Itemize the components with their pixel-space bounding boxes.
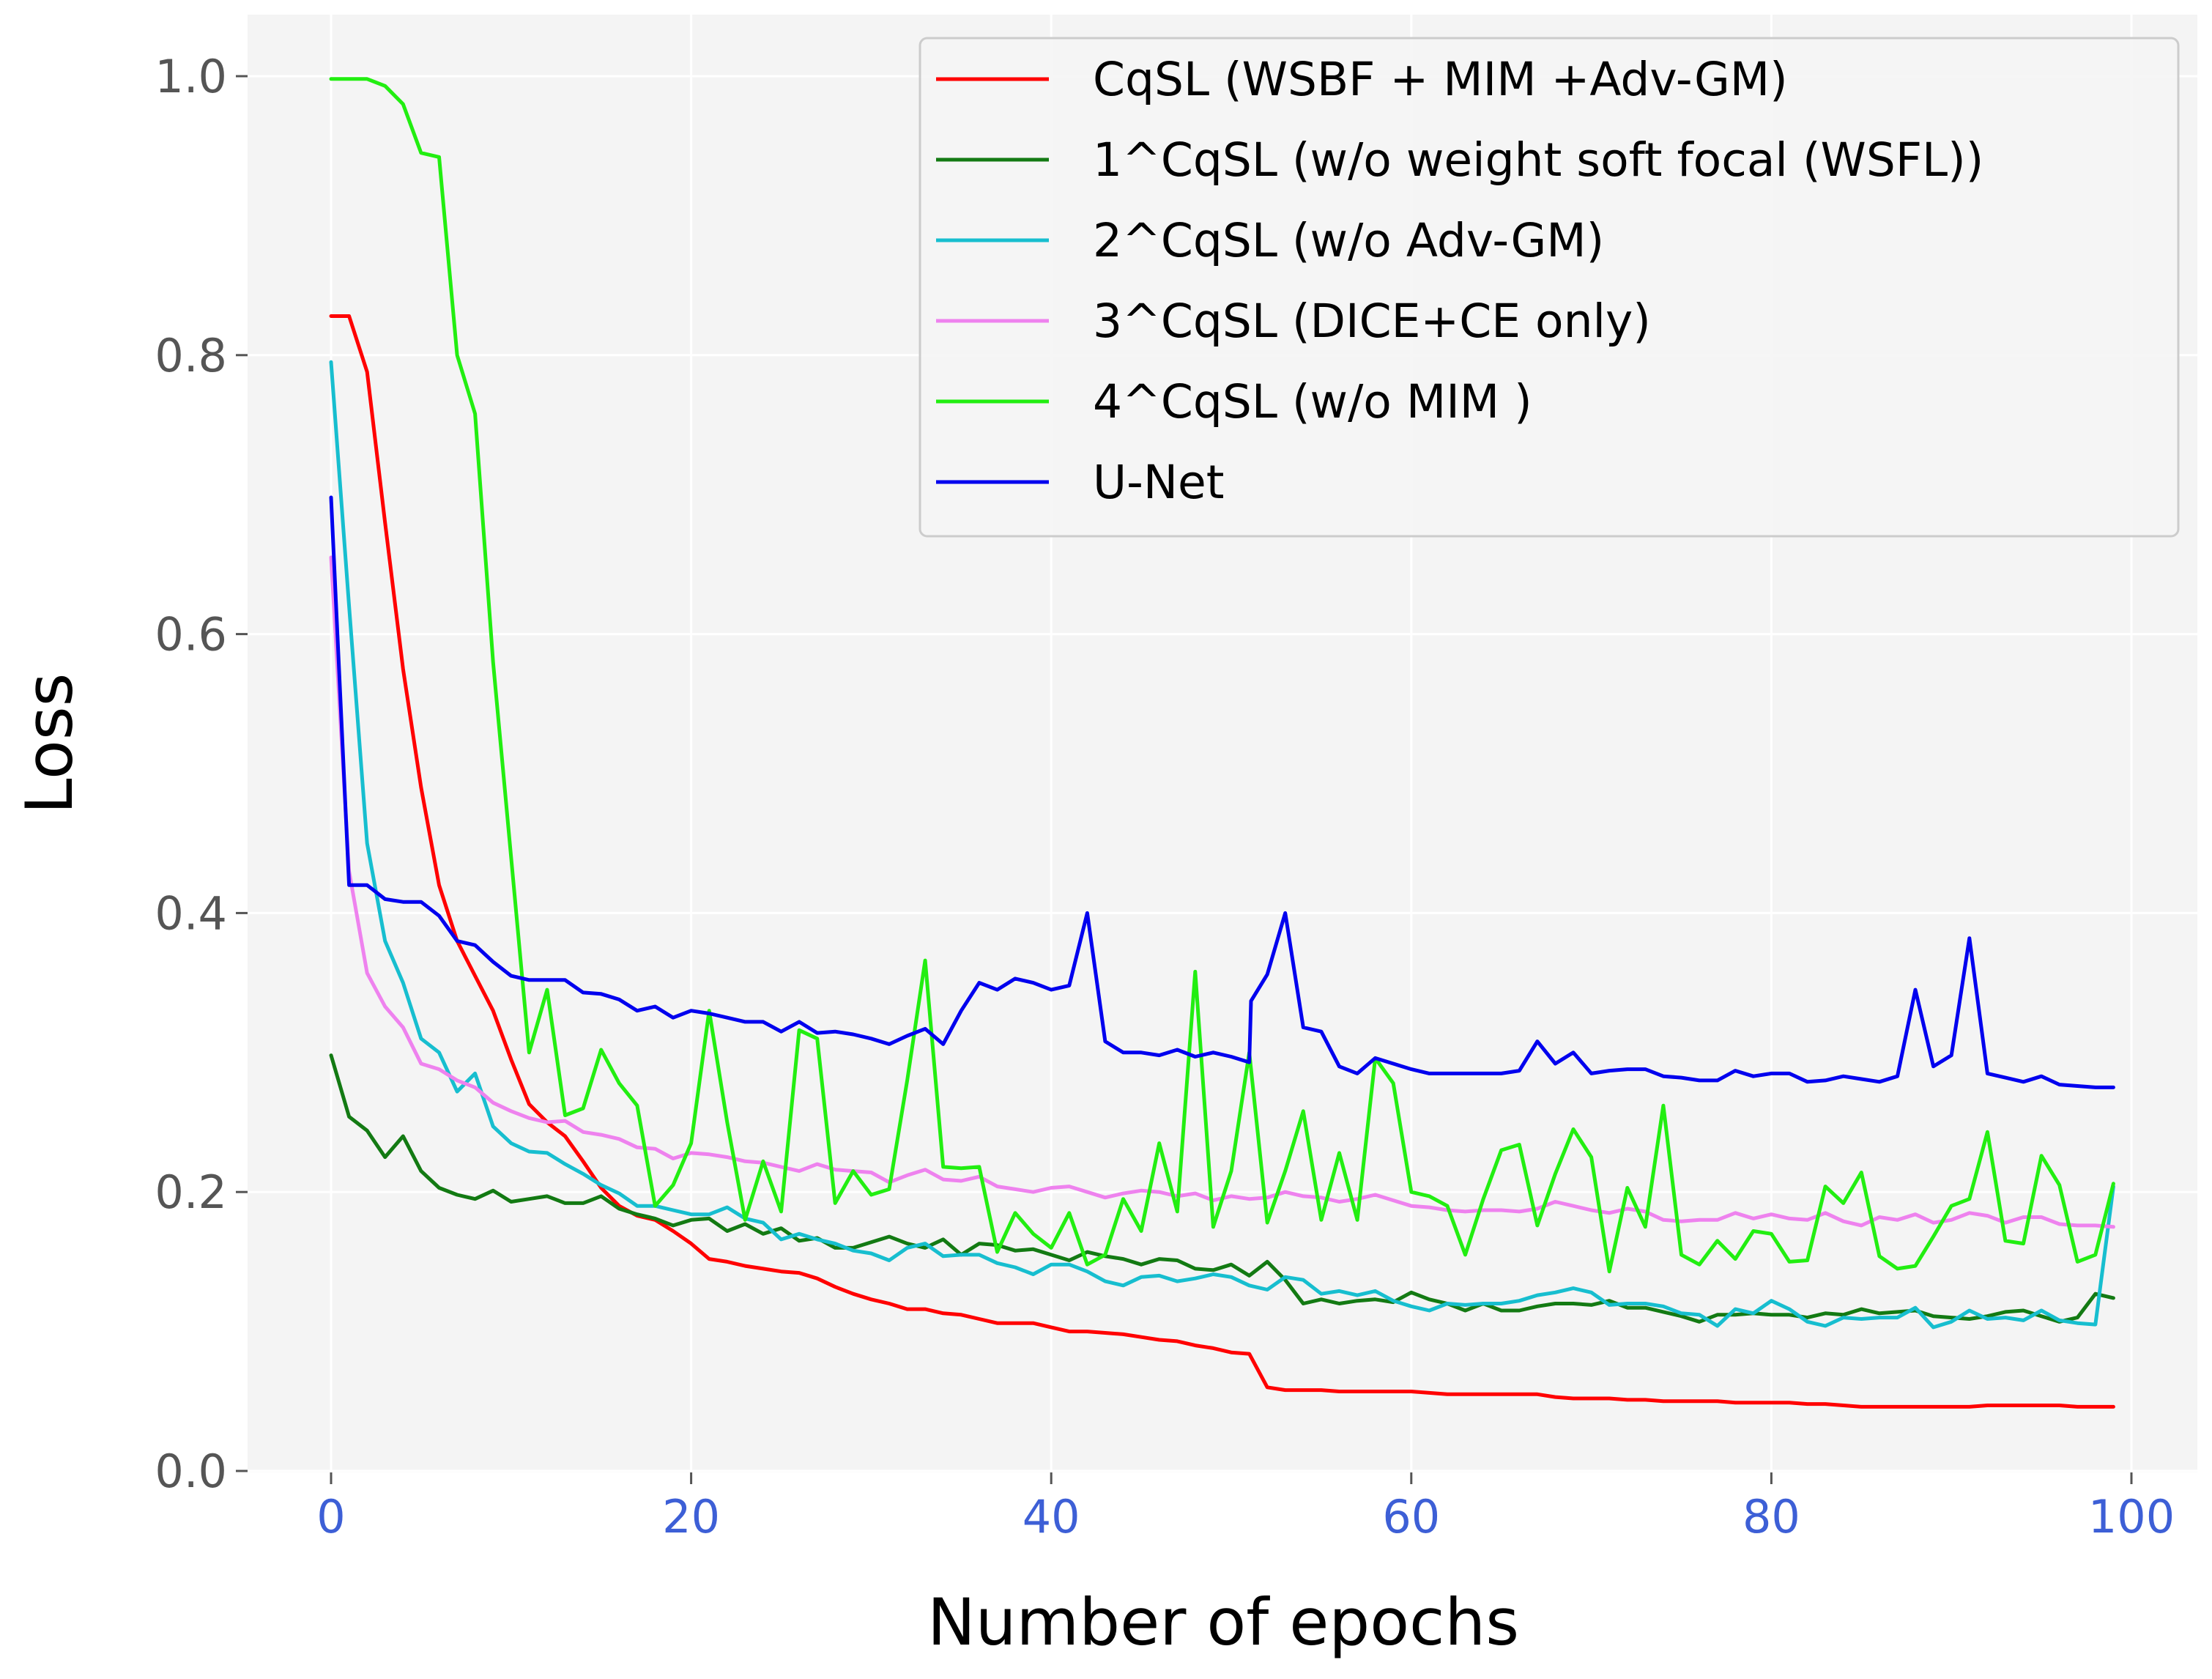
series-line-2 (329, 1053, 2115, 1324)
legend-box (918, 37, 2180, 538)
legend-label: U-Net (1093, 456, 1224, 509)
x-tick-label: 0 (316, 1490, 345, 1543)
legend-label: 3^CqSL (DICE+CE only) (1093, 294, 1651, 348)
y-axis-label: Loss (12, 672, 87, 814)
legend-items: CqSL (WSBF + MIM +Adv-GM) 1^CqSL (w/o wei… (936, 53, 1983, 509)
x-axis-label: Number of epochs (927, 1585, 1519, 1660)
y-tick-label: 0.6 (155, 608, 227, 661)
legend-label: CqSL (WSBF + MIM +Adv-GM) (1093, 53, 1788, 106)
series-line-3 (329, 360, 2115, 1330)
x-tick-label: 60 (1382, 1490, 1440, 1543)
x-axis-ticks: 0 20 40 60 80 100 (316, 1472, 2175, 1543)
x-tick-label: 20 (662, 1490, 720, 1543)
series-line-5 (329, 77, 2115, 1274)
y-tick-label: 0.0 (155, 1445, 227, 1498)
x-tick-label: 80 (1742, 1490, 1800, 1543)
legend-label: 1^CqSL (w/o weight soft focal (WSFL)) (1093, 133, 1983, 187)
series-line-6 (329, 495, 2115, 1089)
legend-label: 4^CqSL (w/o MIM ) (1093, 375, 1532, 429)
y-tick-label: 1.0 (155, 50, 227, 103)
legend-label: 2^CqSL (w/o Adv-GM) (1093, 214, 1604, 267)
y-tick-label: 0.2 (155, 1165, 227, 1219)
legend: CqSL (WSBF + MIM +Adv-GM) 1^CqSL (w/o wei… (918, 37, 2180, 538)
series-lines (329, 77, 2115, 1409)
x-tick-label: 100 (2088, 1490, 2175, 1543)
y-tick-label: 0.4 (155, 886, 227, 940)
y-tick-label: 0.8 (155, 329, 227, 382)
x-tick-label: 40 (1023, 1490, 1080, 1543)
y-axis-ticks: 0.0 0.2 0.4 0.6 0.8 1.0 (155, 50, 248, 1498)
